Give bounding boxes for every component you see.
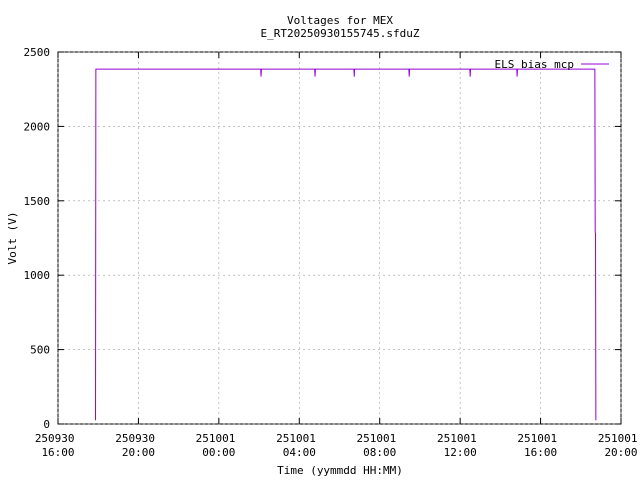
chart-title: Voltages for MEX bbox=[287, 14, 393, 27]
x-tick-label: 251001 12:00 bbox=[437, 432, 483, 459]
x-tick-label: 251001 20:00 bbox=[598, 432, 640, 459]
x-tick-label: 251001 16:00 bbox=[517, 432, 563, 459]
y-tick-label: 1500 bbox=[24, 195, 51, 208]
x-tick-label: 251001 04:00 bbox=[276, 432, 322, 459]
x-tick-label: 250930 20:00 bbox=[115, 432, 161, 459]
legend-label: ELS bias mcp bbox=[495, 58, 574, 71]
plot-border bbox=[57, 51, 622, 425]
y-tick-label: 0 bbox=[43, 418, 50, 431]
x-tick-label: 251001 08:00 bbox=[357, 432, 403, 459]
series-line bbox=[95, 68, 597, 421]
y-tick-label: 2000 bbox=[24, 120, 51, 133]
y-axis-label: Volt (V) bbox=[6, 212, 19, 265]
y-tick-label: 500 bbox=[30, 344, 50, 357]
x-tick-label: 250930 16:00 bbox=[35, 432, 81, 459]
y-tick-label: 2500 bbox=[24, 46, 51, 59]
chart-subtitle: E_RT20250930155745.sfduZ bbox=[261, 27, 420, 40]
x-tick-label: 251001 00:00 bbox=[196, 432, 242, 459]
y-tick-label: 1000 bbox=[24, 269, 51, 282]
x-axis-label: Time (yymmdd HH:MM) bbox=[277, 464, 403, 477]
